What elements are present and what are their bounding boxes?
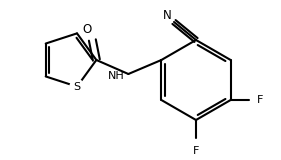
Text: NH: NH [108,71,124,81]
Text: F: F [193,146,199,156]
Text: F: F [257,95,263,105]
Text: N: N [163,8,171,21]
Text: O: O [83,23,92,36]
Text: S: S [73,82,81,92]
Circle shape [70,80,84,94]
